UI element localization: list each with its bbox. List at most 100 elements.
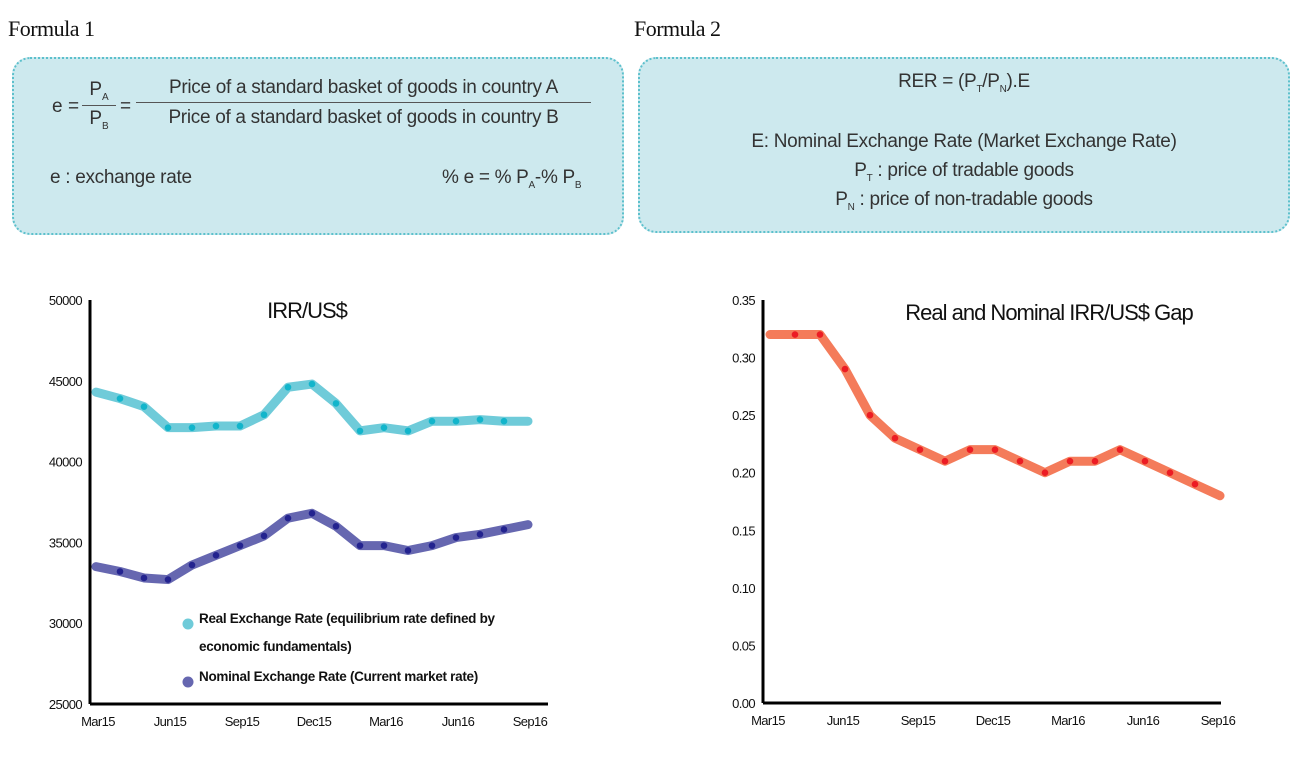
data-point (380, 424, 388, 431)
data-point (260, 532, 268, 540)
data-point (866, 411, 874, 419)
formula-equals-1: = (68, 96, 79, 117)
data-point (284, 514, 292, 522)
data-point (164, 576, 172, 583)
legend-real-label-line2: economic fundamentals) (199, 639, 351, 654)
pn-text: : price of non-tradable goods (854, 189, 1094, 210)
data-point (791, 331, 799, 338)
y-tick-label: 0.35 (732, 293, 755, 308)
legend-real-marker (182, 618, 194, 630)
data-point (212, 422, 220, 430)
legend-real-label-line1: Real Exchange Rate (equilibrium rate def… (199, 611, 496, 626)
nominal-rate-definition: E: Nominal Exchange Rate (Market Exchang… (751, 131, 1177, 152)
formula-2-heading: Formula 2 (634, 16, 721, 41)
data-point (428, 542, 436, 549)
basket-fraction-bar (136, 102, 591, 103)
x-tick-label: Jun15 (827, 713, 860, 728)
y-tick-label: 25000 (49, 697, 83, 712)
data-point (140, 574, 148, 582)
data-point (428, 417, 436, 425)
pa-var: P (89, 79, 102, 100)
x-tick-label: Jun16 (442, 714, 475, 729)
rer-post: ).E (1006, 71, 1031, 92)
data-point (188, 561, 196, 569)
y-tick-label: 0.00 (732, 696, 755, 711)
x-tick-label: Mar16 (369, 714, 403, 729)
y-tick-label: 35000 (49, 535, 83, 550)
fraction-pa-pb: PA PB (82, 79, 116, 132)
data-point (500, 417, 508, 425)
data-point (476, 416, 484, 423)
percent-change-formula: % e = % PA-% PB (442, 167, 582, 191)
chart-title: Real and Nominal IRR/US$ Gap (905, 300, 1193, 325)
data-point (1141, 457, 1149, 465)
data-point (380, 542, 388, 549)
pct-mid: -% P (534, 167, 575, 188)
data-point (308, 380, 316, 388)
fraction-basket: Price of a standard basket of goods in c… (136, 77, 591, 129)
x-tick-label: Dec15 (976, 713, 1011, 728)
x-tick-label: Sep15 (901, 713, 936, 728)
data-point (236, 422, 244, 430)
y-tick-label: 0.25 (732, 408, 755, 423)
data-point (1116, 446, 1124, 453)
x-tick-label: Sep15 (225, 714, 260, 729)
x-tick-label: Mar15 (751, 713, 785, 728)
data-point (941, 457, 949, 465)
pn-var: P (835, 189, 848, 210)
data-point (188, 424, 196, 431)
data-point (841, 365, 849, 373)
x-tick-label: Mar16 (1051, 713, 1085, 728)
y-tick-label: 0.10 (732, 581, 755, 596)
pt-sub: T (866, 173, 873, 184)
pct-lhs: % e = % P (442, 167, 529, 188)
data-point (332, 400, 340, 407)
chart-title: IRR/US$ (267, 298, 348, 323)
rer-equation: RER = (PT/PN).E (640, 71, 1288, 95)
data-point (260, 411, 268, 419)
y-tick-label: 0.15 (732, 523, 755, 538)
exchange-rate-definition: e : exchange rate (50, 167, 192, 188)
data-point (1166, 469, 1174, 477)
rer-mid: /P (982, 71, 1000, 92)
tradable-definition: PT : price of tradable goods (640, 160, 1288, 184)
data-point (916, 446, 924, 453)
y-tick-label: 0.20 (732, 466, 755, 481)
data-point (404, 547, 412, 554)
data-point (1016, 457, 1024, 465)
y-tick-label: 0.30 (732, 351, 755, 366)
data-point (116, 568, 124, 575)
x-tick-label: Sep16 (513, 714, 548, 729)
y-tick-label: 50000 (49, 293, 83, 308)
pn-sub: N (847, 202, 855, 213)
data-point (404, 427, 412, 435)
fraction-numerator: PA (82, 79, 116, 103)
x-tick-label: Dec15 (297, 714, 332, 729)
data-point (891, 434, 899, 442)
pb-sub: B (102, 121, 109, 132)
rer-sub-t: T (976, 84, 983, 95)
x-tick-label: Jun16 (1127, 713, 1160, 728)
legend-nominal-marker (182, 676, 194, 688)
formula-equals-2: = (120, 96, 131, 117)
non-tradable-definition: PN : price of non-tradable goods (640, 189, 1288, 213)
data-point (966, 446, 974, 453)
data-point (1091, 457, 1099, 465)
fraction-bar (82, 105, 116, 106)
formula-1-box: e = PA PB = Price of a standard basket o… (12, 57, 624, 235)
data-point (476, 531, 484, 538)
data-point (991, 446, 999, 453)
x-tick-label: Mar15 (81, 714, 115, 729)
data-point (308, 510, 316, 517)
data-point (356, 427, 364, 435)
data-point (332, 522, 340, 530)
y-tick-label: 40000 (49, 455, 83, 470)
data-point (284, 383, 292, 391)
x-tick-label: Jun15 (154, 714, 187, 729)
data-point (212, 552, 220, 559)
legend-nominal-label: Nominal Exchange Rate (Current market ra… (199, 669, 478, 684)
data-point (116, 395, 124, 402)
fraction-denominator: PB (82, 108, 116, 132)
